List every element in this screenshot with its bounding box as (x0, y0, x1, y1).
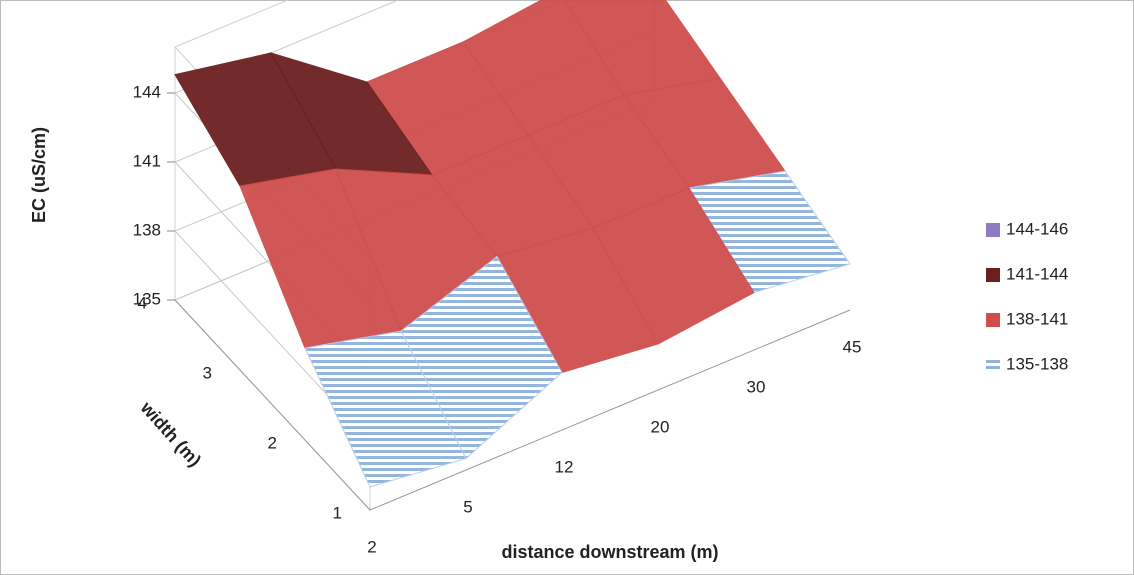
legend-swatch (986, 313, 1000, 327)
legend-label: 144-146 (1006, 219, 1068, 238)
x-axis-title: distance downstream (m) (501, 542, 718, 562)
floor-edge (174, 299, 851, 511)
x-tick-label: 5 (463, 497, 472, 516)
legend-label: 135-138 (1006, 354, 1068, 373)
z-tick-label: 141 (133, 151, 161, 170)
y-tick-label: 3 (203, 363, 212, 382)
y-tick-label: 1 (333, 503, 342, 522)
y-tick-label: 2 (268, 433, 277, 452)
z-axis-title: EC (uS/cm) (29, 127, 49, 223)
x-tick-label: 2 (367, 537, 376, 556)
x-tick-label: 20 (651, 417, 670, 436)
x-tick-label: 30 (747, 377, 766, 396)
x-tick-label: 45 (843, 337, 862, 356)
z-tick-label: 144 (133, 82, 161, 101)
z-tick-label: 135 (133, 289, 161, 308)
legend-swatch (986, 268, 1000, 282)
y-tick-label: 4 (138, 293, 147, 312)
z-tick-label: 138 (133, 220, 161, 239)
legend: 144-146 141-144 138-141 135-138 (986, 219, 1068, 373)
legend-label: 138-141 (1006, 309, 1068, 328)
legend-swatch (986, 358, 1000, 372)
legend-label: 141-144 (1006, 264, 1068, 283)
legend-swatch (986, 223, 1000, 237)
surface-patch (304, 330, 467, 488)
x-tick-label: 12 (555, 457, 574, 476)
